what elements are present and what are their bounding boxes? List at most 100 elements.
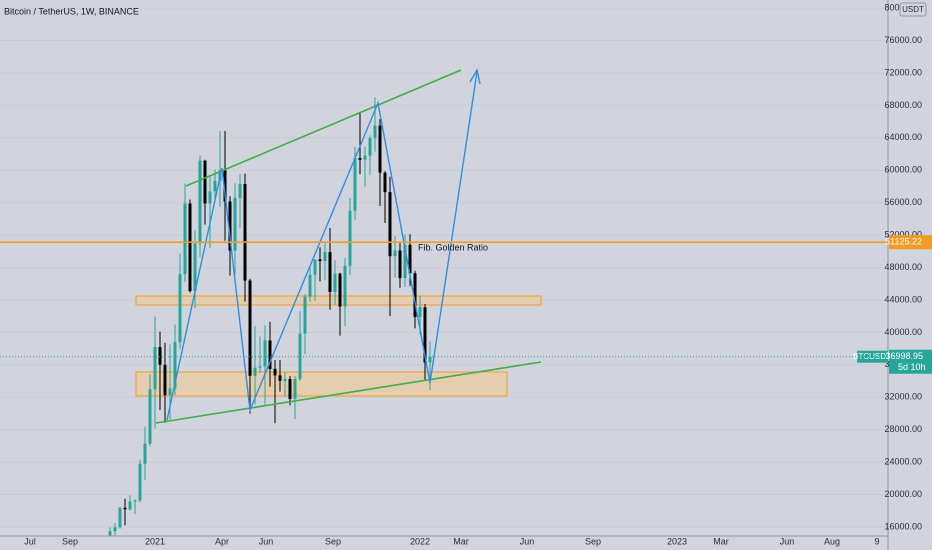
candle-body (153, 346, 157, 390)
candle-body (148, 389, 152, 444)
candle-body (233, 197, 237, 251)
candle-body (413, 273, 417, 317)
candle-body (338, 273, 342, 307)
candle-body (208, 191, 212, 204)
candle-body (308, 274, 312, 297)
candle-body (348, 210, 352, 266)
candle-body (168, 388, 172, 396)
candle-body (373, 125, 377, 138)
candle-body (368, 137, 372, 156)
candle-body (318, 259, 322, 262)
candle-body (273, 368, 277, 376)
x-tick-label: Sep (325, 536, 341, 546)
last-price-badge (889, 349, 932, 374)
currency-label: USDT (902, 5, 924, 14)
y-tick-label: 40000.00 (884, 327, 922, 337)
drawings (155, 68, 542, 424)
x-tick-label: 2021 (145, 536, 165, 546)
candle-body (163, 364, 167, 396)
y-tick-label: 28000.00 (884, 424, 922, 434)
projection-path (166, 71, 478, 421)
x-tick-label: 2022 (410, 536, 430, 546)
y-tick-label: 72000.00 (884, 67, 922, 77)
y-tick-label: 64000.00 (884, 132, 922, 142)
y-tick-label: 24000.00 (884, 456, 922, 466)
trend-line (155, 361, 542, 424)
candle-body (183, 203, 187, 275)
candle-body (143, 443, 147, 464)
candle-body (423, 307, 427, 363)
candle-body (398, 250, 402, 279)
x-tick-label: Sep (62, 536, 78, 546)
candle-body (118, 507, 122, 528)
countdown-label: 5d 10h (898, 362, 926, 372)
candle-body (378, 125, 382, 173)
symbol-badge (857, 350, 888, 363)
candle-body (393, 250, 397, 257)
candle-body (173, 342, 177, 389)
time-axis: Jul Sep 2021 Apr Jun Sep 2022 Mar Jun Sep 2023 Mar J… (24, 536, 879, 546)
candle-body (223, 170, 227, 202)
y-tick-label: 32000.00 (884, 392, 922, 402)
y-tick-label: 20000.00 (884, 489, 922, 499)
y-tick-label: 16000.00 (884, 521, 922, 531)
candle-body (158, 346, 162, 365)
candle-body (288, 379, 292, 399)
x-tick-label: 2023 (667, 536, 687, 546)
candle-body (268, 340, 272, 369)
candle-body (133, 500, 137, 502)
candle-body (203, 160, 207, 204)
price-badge-label: 51125.22 (885, 237, 922, 247)
candle-body (293, 379, 297, 399)
x-tick-label: Jun (780, 536, 795, 546)
x-tick-label: Jul (24, 536, 36, 546)
y-tick-label: 76000.00 (884, 35, 922, 45)
symbol-label: BTCUSDT (853, 352, 891, 361)
x-tick-label: Aug (824, 536, 840, 546)
chart-title: Bitcoin / TetherUS, 1W, BINANCE (4, 6, 139, 16)
candle-body (333, 273, 337, 292)
candle-body (123, 507, 127, 510)
y-tick-label: 56000.00 (884, 197, 922, 207)
x-tick-label: Jun (520, 536, 535, 546)
y-tick-label: 68000.00 (884, 100, 922, 110)
candles (108, 97, 432, 536)
candle-body (358, 158, 362, 160)
candle-body (188, 203, 192, 292)
candle-body (198, 160, 202, 244)
candle-body (303, 296, 307, 334)
candle-body (113, 527, 117, 532)
candle-body (383, 172, 387, 193)
candle-body (328, 252, 332, 292)
candle-body (313, 259, 317, 275)
x-tick-label: Mar (713, 536, 729, 546)
candle-body (258, 366, 262, 368)
y-tick-label: 60000.00 (884, 165, 922, 175)
candle-body (213, 180, 217, 192)
candle-body (388, 192, 392, 257)
currency-badge (899, 2, 927, 17)
candle-body (403, 244, 407, 279)
x-tick-label: Apr (215, 536, 229, 546)
candle-body (283, 379, 287, 382)
candle-body (128, 501, 132, 510)
candle-body (193, 243, 197, 292)
candle-body (323, 252, 327, 262)
x-tick-label: Jun (259, 536, 274, 546)
zone (135, 371, 508, 397)
candle-body (138, 463, 142, 501)
candle-body (248, 280, 252, 376)
y-tick-label: 44000.00 (884, 294, 922, 304)
candle-body (263, 340, 267, 367)
candle-body (238, 184, 242, 198)
x-tick-label: Sep (585, 536, 601, 546)
y-tick-label: 52000.00 (884, 229, 922, 239)
arrow-head (469, 68, 481, 85)
y-tick-label: 48000.00 (884, 262, 922, 272)
candle-body (363, 155, 367, 160)
candle-body (343, 265, 347, 307)
